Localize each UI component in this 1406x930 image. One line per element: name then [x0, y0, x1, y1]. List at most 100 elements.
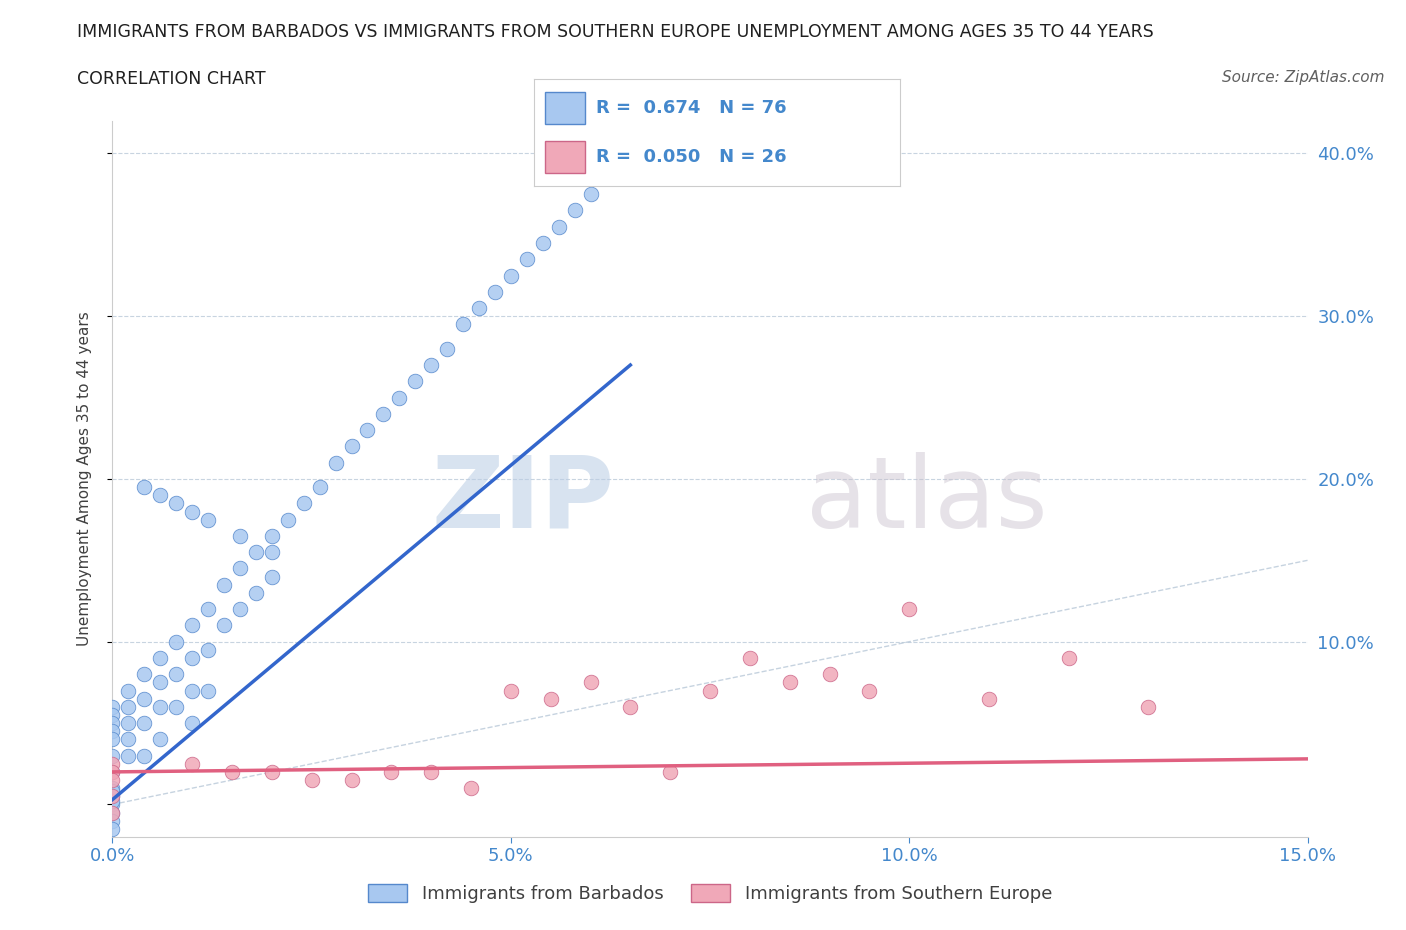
Text: CORRELATION CHART: CORRELATION CHART — [77, 70, 266, 87]
Point — [101, 708, 124, 723]
Point — [134, 748, 156, 763]
Point — [531, 235, 554, 250]
Point — [516, 252, 538, 267]
Point — [197, 512, 219, 527]
Point — [579, 675, 602, 690]
Point — [117, 748, 139, 763]
Point — [595, 170, 617, 185]
Point — [101, 764, 124, 779]
Point — [340, 773, 363, 788]
Point — [420, 357, 443, 372]
Point — [197, 643, 219, 658]
Point — [181, 756, 204, 771]
Point — [612, 154, 634, 169]
Point — [260, 545, 283, 560]
Point — [212, 578, 235, 592]
Point — [165, 667, 187, 682]
Point — [547, 219, 569, 234]
Text: atlas: atlas — [806, 452, 1047, 549]
Point — [579, 187, 602, 202]
Point — [260, 764, 283, 779]
Point — [818, 667, 841, 682]
Text: R =  0.674   N = 76: R = 0.674 N = 76 — [596, 99, 787, 117]
Point — [221, 764, 243, 779]
Point — [117, 699, 139, 714]
Point — [117, 716, 139, 731]
Point — [181, 683, 204, 698]
Point — [134, 667, 156, 682]
Point — [101, 699, 124, 714]
Point — [165, 496, 187, 511]
Point — [460, 781, 482, 796]
Point — [197, 683, 219, 698]
Point — [165, 699, 187, 714]
Point — [277, 512, 299, 527]
Point — [149, 699, 172, 714]
Point — [101, 813, 124, 829]
Point — [212, 618, 235, 633]
Point — [380, 764, 402, 779]
Point — [619, 699, 641, 714]
Legend: Immigrants from Barbados, Immigrants from Southern Europe: Immigrants from Barbados, Immigrants fro… — [360, 877, 1060, 910]
Bar — [546, 92, 585, 124]
Point — [260, 528, 283, 543]
Point — [229, 528, 252, 543]
Point — [134, 480, 156, 495]
Point — [229, 561, 252, 576]
Bar — [546, 141, 585, 173]
Point — [134, 691, 156, 706]
Point — [420, 764, 443, 779]
Point — [245, 586, 267, 601]
Point — [149, 732, 172, 747]
Point — [245, 545, 267, 560]
Point — [181, 651, 204, 666]
Point — [101, 724, 124, 738]
Point — [101, 756, 124, 771]
Point — [101, 821, 124, 836]
Point — [451, 317, 474, 332]
Y-axis label: Unemployment Among Ages 35 to 44 years: Unemployment Among Ages 35 to 44 years — [77, 312, 91, 646]
Point — [181, 618, 204, 633]
Point — [340, 439, 363, 454]
Point — [564, 203, 586, 218]
Point — [436, 341, 458, 356]
Point — [699, 683, 721, 698]
Point — [373, 406, 395, 421]
Point — [181, 504, 204, 519]
Point — [540, 691, 562, 706]
Point — [779, 675, 801, 690]
Point — [229, 602, 252, 617]
Point — [101, 732, 124, 747]
Point — [101, 764, 124, 779]
Text: IMMIGRANTS FROM BARBADOS VS IMMIGRANTS FROM SOUTHERN EUROPE UNEMPLOYMENT AMONG A: IMMIGRANTS FROM BARBADOS VS IMMIGRANTS F… — [77, 23, 1154, 41]
Point — [858, 683, 880, 698]
Point — [898, 602, 921, 617]
Text: ZIP: ZIP — [432, 452, 614, 549]
Point — [101, 789, 124, 804]
Point — [197, 602, 219, 617]
Point — [149, 487, 172, 502]
Point — [101, 794, 124, 809]
Point — [659, 764, 682, 779]
Point — [165, 634, 187, 649]
Point — [325, 455, 347, 470]
Point — [149, 651, 172, 666]
Point — [101, 748, 124, 763]
Point — [117, 683, 139, 698]
Point — [738, 651, 761, 666]
Point — [101, 797, 124, 812]
Point — [356, 422, 378, 438]
Point — [499, 268, 522, 283]
Point — [404, 374, 426, 389]
Point — [149, 675, 172, 690]
Point — [388, 391, 411, 405]
Point — [484, 285, 506, 299]
Point — [134, 716, 156, 731]
Point — [101, 805, 124, 820]
Point — [181, 716, 204, 731]
Point — [260, 569, 283, 584]
Point — [301, 773, 323, 788]
Point — [101, 805, 124, 820]
Point — [468, 300, 491, 315]
Point — [101, 716, 124, 731]
